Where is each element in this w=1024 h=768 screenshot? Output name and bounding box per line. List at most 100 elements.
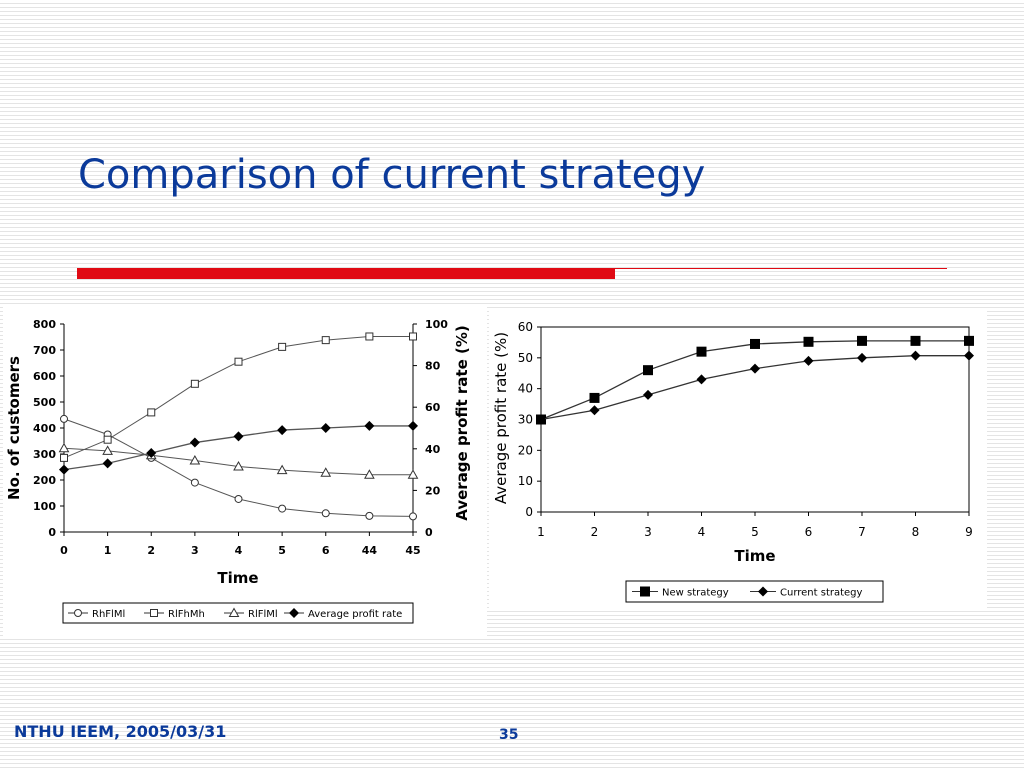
data-point-rlfhmh [190, 379, 199, 388]
legend-label-new-strategy: New strategy [662, 588, 729, 599]
y-tick-label: 400 [33, 422, 56, 435]
data-point-rhflml [409, 512, 417, 521]
data-point-new-strategy [750, 338, 760, 349]
profit-rate-chart: Average profit rate (%) Time 0 10 20 30 40 50… [492, 320, 974, 603]
data-point-rhflml [60, 414, 68, 423]
data-point-new-strategy [910, 335, 921, 346]
footer-organization-date: NTHU IEEM, 2005/03/31 [14, 722, 227, 741]
x-tick-label: 2 [147, 544, 155, 557]
data-point-current-strategy [857, 352, 867, 363]
x-tick-label: 1 [537, 525, 545, 539]
data-point-average-profit-rate [59, 464, 69, 475]
y2-tick-label: 100 [425, 318, 448, 331]
data-point-rlfhmh [365, 332, 374, 341]
title-underline-bar [77, 268, 615, 279]
y-tick-label: 300 [33, 448, 56, 461]
y-tick-label: 500 [33, 396, 56, 409]
data-point-rlflml [364, 469, 375, 479]
y-tick-label: 40 [518, 382, 533, 396]
x-tick-label: 5 [278, 544, 286, 557]
y-axis-label: Average profit rate (%) [492, 332, 510, 504]
legend-marker-rlflml [228, 607, 240, 617]
data-point-rlfhmh [147, 408, 156, 417]
data-point-rlflml [276, 464, 288, 475]
data-point-rlflml [102, 445, 113, 455]
data-point-rhflml [321, 509, 330, 518]
plot-area: 0 10 20 30 40 50 60 1 2 3 4 5 6 7 8 9 [518, 320, 974, 539]
y2-tick-label: 80 [425, 360, 441, 373]
y-tick-label: 600 [33, 370, 56, 383]
x-tick-label: 2 [591, 525, 599, 539]
x-tick-label: 0 [60, 544, 68, 557]
data-point-rlfhmh [278, 342, 287, 351]
data-point-current-strategy [964, 350, 974, 361]
data-point-average-profit-rate [146, 447, 157, 458]
data-point-rlfhmh [60, 453, 68, 462]
y-tick-label: 30 [518, 413, 533, 427]
data-point-rlflml [407, 469, 419, 479]
data-point-average-profit-rate [320, 423, 331, 433]
data-point-average-profit-rate [277, 425, 288, 436]
legend-label-rlflml: RlFlMl [248, 609, 278, 620]
x-tick-label: 6 [322, 544, 330, 557]
data-point-rlflml [320, 467, 332, 477]
y-tick-label: 0 [48, 526, 56, 539]
data-point-current-strategy [589, 405, 600, 416]
plot-frame [540, 326, 970, 513]
y-tick-label: 0 [525, 505, 533, 519]
data-point-rlfhmh [409, 332, 417, 341]
y-tick-label: 800 [33, 318, 56, 331]
x-axis-label: Time [734, 547, 775, 565]
y-tick-label: 50 [518, 351, 533, 365]
x-tick-label: 5 [751, 525, 759, 539]
x-axis-label: Time [217, 569, 258, 587]
data-point-new-strategy [643, 365, 653, 376]
data-point-rlfhmh [234, 357, 243, 366]
data-point-rlflml [189, 454, 201, 465]
legend-marker-rhflml [74, 609, 82, 617]
data-point-rhflml [278, 504, 287, 513]
data-point-current-strategy [910, 350, 921, 361]
x-tick-label: 3 [644, 525, 652, 539]
legend-marker-rlfhmh [150, 609, 158, 617]
legend-label-average-profit-rate: Average profit rate [308, 609, 402, 620]
data-point-average-profit-rate [189, 437, 200, 448]
y-tick-label: 20 [518, 443, 533, 457]
data-point-current-strategy [696, 374, 707, 385]
data-point-rlflml [233, 460, 244, 471]
data-point-current-strategy [536, 414, 546, 425]
y2-tick-label: 20 [425, 484, 441, 497]
data-point-rhflml [234, 494, 243, 503]
x-tick-label: 7 [858, 525, 866, 539]
data-point-rlflml [58, 442, 70, 453]
legend: RhFlMl RlFhMh RlFlMl Average profit rate [62, 602, 414, 624]
y-axis-label: No. of customers [5, 356, 23, 500]
y2-tick-label: 0 [425, 526, 433, 539]
y2-tick-label: 40 [425, 443, 441, 456]
data-point-current-strategy [803, 355, 814, 366]
data-point-new-strategy [803, 336, 814, 347]
y-tick-label: 200 [33, 474, 56, 487]
data-point-new-strategy [857, 335, 867, 346]
x-tick-label: 4 [235, 544, 243, 557]
data-point-average-profit-rate [408, 420, 418, 431]
data-point-new-strategy [964, 335, 974, 346]
data-point-average-profit-rate [364, 420, 375, 431]
legend-label-rlfhmh: RlFhMh [168, 609, 205, 620]
y-tick-label: 10 [518, 474, 533, 488]
data-point-rhflml [365, 511, 374, 520]
x-tick-label: 4 [698, 525, 706, 539]
legend-label-rhflml: RhFlMl [92, 609, 125, 620]
y-tick-label: 100 [33, 500, 56, 513]
data-point-rlfhmh [103, 435, 112, 444]
x-tick-label: 1 [104, 544, 112, 557]
data-point-rhflml [190, 478, 199, 487]
x-tick-label: 44 [362, 544, 378, 557]
page-number: 35 [499, 727, 519, 743]
x-tick-label: 9 [965, 525, 973, 539]
title-underline-line [615, 268, 947, 269]
legend-marker-new-strategy [640, 586, 650, 597]
x-tick-label: 8 [912, 525, 920, 539]
customers-chart-panel: No. of customers Average profit rate (%)… [3, 305, 487, 638]
slide-title: Comparison of current strategy [78, 152, 706, 198]
